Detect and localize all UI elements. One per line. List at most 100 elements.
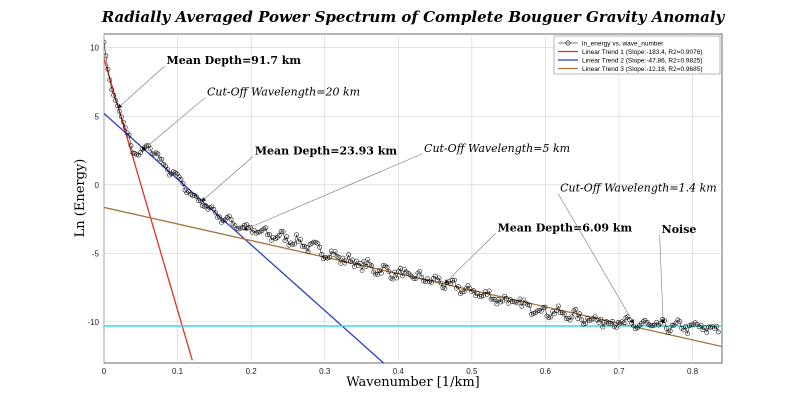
data-point xyxy=(305,249,311,255)
data-point xyxy=(315,241,321,246)
data-point xyxy=(459,289,465,295)
data-point xyxy=(298,237,303,242)
x-tick-label: 0.5 xyxy=(466,367,478,376)
data-point xyxy=(122,125,128,130)
x-tick-label: 0.3 xyxy=(319,367,331,376)
data-point xyxy=(165,167,170,173)
data-point xyxy=(600,324,606,330)
data-point xyxy=(201,204,207,209)
data-point xyxy=(157,156,163,162)
annotation-label: Mean Depth=23.93 km xyxy=(255,145,398,158)
annotation-label: Cut-Off Wavelength=1.4 km xyxy=(560,182,717,195)
data-point xyxy=(455,284,461,289)
data-point xyxy=(527,302,532,308)
data-point xyxy=(282,238,288,244)
annotation-arrow xyxy=(201,156,254,202)
data-point xyxy=(107,77,113,83)
data-point xyxy=(488,296,494,302)
data-point xyxy=(677,319,683,324)
data-point xyxy=(519,303,525,309)
annotation-label: Mean Depth=91.7 km xyxy=(167,54,302,67)
data-point xyxy=(394,275,400,281)
data-point xyxy=(561,311,567,317)
legend: ln_energy vs. wave_number Linear Trend 1 … xyxy=(553,35,721,75)
data-point xyxy=(378,270,384,276)
data-point xyxy=(598,316,604,322)
annotation-arrow xyxy=(243,153,423,231)
data-point xyxy=(196,198,201,203)
annotation-arrow xyxy=(444,233,496,284)
data-point xyxy=(380,263,386,268)
data-point xyxy=(211,206,217,212)
data-point xyxy=(373,271,378,277)
data-point xyxy=(689,322,694,328)
data-point xyxy=(531,311,536,316)
legend-entry: Linear Trend 3 (Slope:-12.18, R2=0.9685) xyxy=(582,66,703,73)
data-point xyxy=(111,92,116,98)
data-point xyxy=(432,273,438,279)
plot-area xyxy=(103,33,723,364)
data-point xyxy=(538,308,544,314)
data-point xyxy=(417,269,423,274)
data-point xyxy=(392,269,398,275)
annotation-label: Mean Depth=6.09 km xyxy=(498,221,633,234)
annotation-label: Cut-Off Wavelength=20 km xyxy=(207,86,360,99)
data-point xyxy=(540,305,546,310)
annotation-label: Noise xyxy=(662,223,697,236)
data-point xyxy=(411,276,417,282)
data-point xyxy=(490,296,496,302)
data-point xyxy=(290,242,296,247)
data-point xyxy=(155,151,161,157)
data-point xyxy=(613,325,619,330)
data-point xyxy=(130,150,136,156)
data-point xyxy=(486,288,492,294)
data-point xyxy=(105,66,111,72)
data-point xyxy=(326,255,332,260)
legend-entry: Linear Trend 1 (Slope:-183.4, R2=0.9076) xyxy=(582,49,703,56)
data-point xyxy=(340,255,346,261)
legend-entry: ln_energy vs. wave_number xyxy=(582,40,664,47)
data-point xyxy=(365,257,371,262)
data-point xyxy=(492,297,498,302)
data-point xyxy=(357,260,363,266)
data-point xyxy=(217,214,222,220)
data-point xyxy=(238,225,244,231)
data-point xyxy=(194,194,199,200)
data-point xyxy=(542,304,548,310)
data-point xyxy=(292,241,298,247)
data-points xyxy=(104,39,721,337)
y-axis-ticks: -10 -5 0 5 10 xyxy=(87,44,99,327)
y-axis-label: Ln (Energy) xyxy=(73,159,88,238)
data-point xyxy=(669,323,675,328)
data-point xyxy=(579,317,584,323)
data-point xyxy=(267,232,272,237)
data-point xyxy=(109,87,115,93)
data-point xyxy=(234,226,240,231)
data-point xyxy=(663,325,669,331)
data-point xyxy=(104,39,107,45)
data-point xyxy=(178,176,184,182)
legend-marker xyxy=(565,40,571,46)
data-point xyxy=(361,258,367,264)
data-point xyxy=(353,258,359,264)
data-point xyxy=(715,329,721,335)
data-point xyxy=(667,328,673,334)
data-point xyxy=(506,300,511,306)
data-point xyxy=(180,181,186,187)
annotation-arrow xyxy=(117,65,165,109)
y-tick-label: -5 xyxy=(92,249,100,258)
annotation-arrow xyxy=(141,97,206,151)
x-tick-label: 0.6 xyxy=(540,367,552,376)
data-point xyxy=(294,232,299,238)
y-tick-label: 10 xyxy=(90,44,99,53)
data-point xyxy=(685,331,690,337)
data-point xyxy=(278,229,284,234)
data-point xyxy=(413,276,419,281)
x-tick-label: 0.1 xyxy=(172,367,184,376)
data-point xyxy=(248,224,253,230)
data-point xyxy=(606,320,611,326)
data-point xyxy=(263,225,269,231)
data-point xyxy=(548,314,554,320)
data-point xyxy=(319,252,324,257)
